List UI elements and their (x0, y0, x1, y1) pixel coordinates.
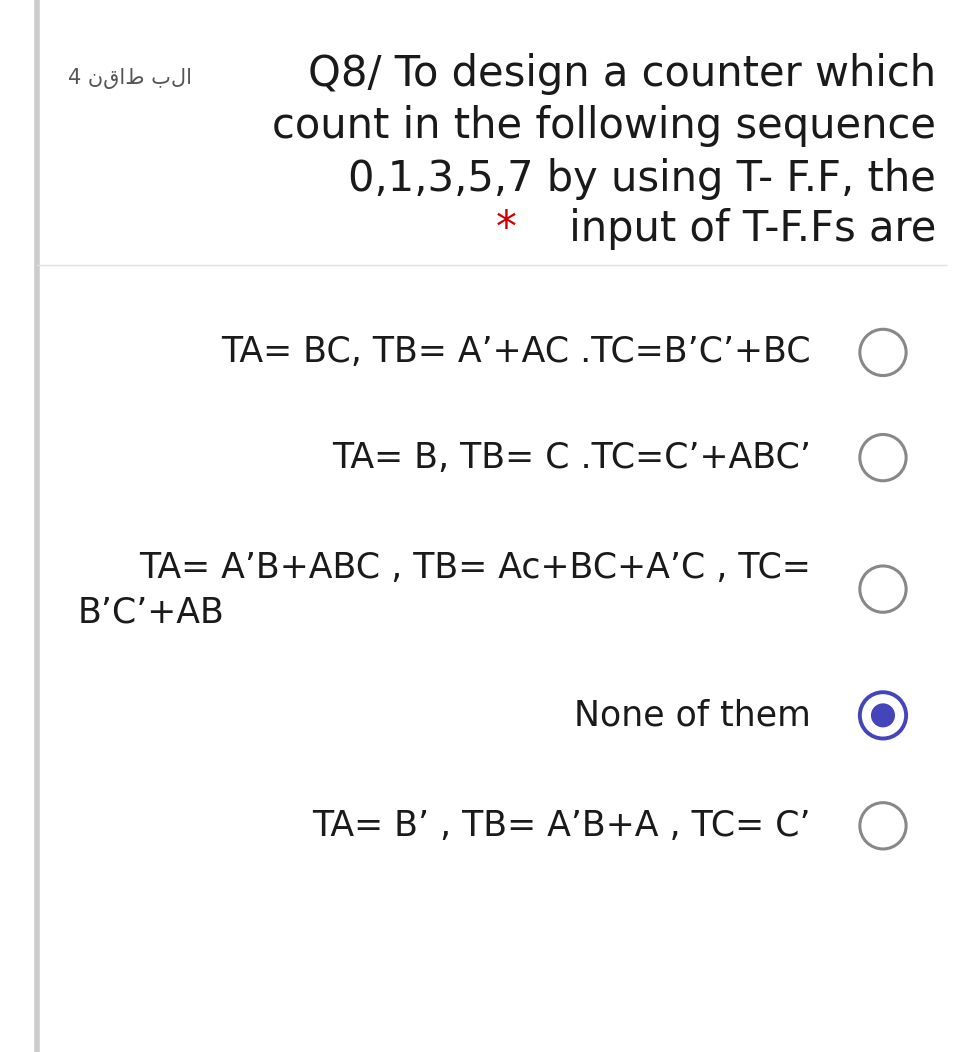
Text: count in the following sequence: count in the following sequence (272, 105, 936, 147)
Text: 4 نقاط بلا: 4 نقاط بلا (68, 68, 191, 89)
Text: *: * (496, 208, 517, 250)
Text: TA= B’ , TB= A’B+A , TC= C’: TA= B’ , TB= A’B+A , TC= C’ (312, 809, 811, 843)
Ellipse shape (871, 704, 895, 727)
Text: TA= B, TB= C .TC=C’+ABC’: TA= B, TB= C .TC=C’+ABC’ (332, 441, 811, 474)
Text: input of T-F.Fs are: input of T-F.Fs are (556, 208, 936, 250)
Text: TA= A’B+ABC , TB= Ac+BC+A’C , TC=: TA= A’B+ABC , TB= Ac+BC+A’C , TC= (139, 551, 811, 585)
Text: 0,1,3,5,7 by using T- F.F, the: 0,1,3,5,7 by using T- F.F, the (348, 158, 936, 200)
Text: TA= BC, TB= A’+AC .TC=B’C’+BC: TA= BC, TB= A’+AC .TC=B’C’+BC (221, 336, 811, 369)
Text: None of them: None of them (574, 699, 811, 732)
Text: Q8/ To design a counter which: Q8/ To design a counter which (308, 53, 936, 95)
Text: B’C’+AB: B’C’+AB (77, 595, 224, 629)
